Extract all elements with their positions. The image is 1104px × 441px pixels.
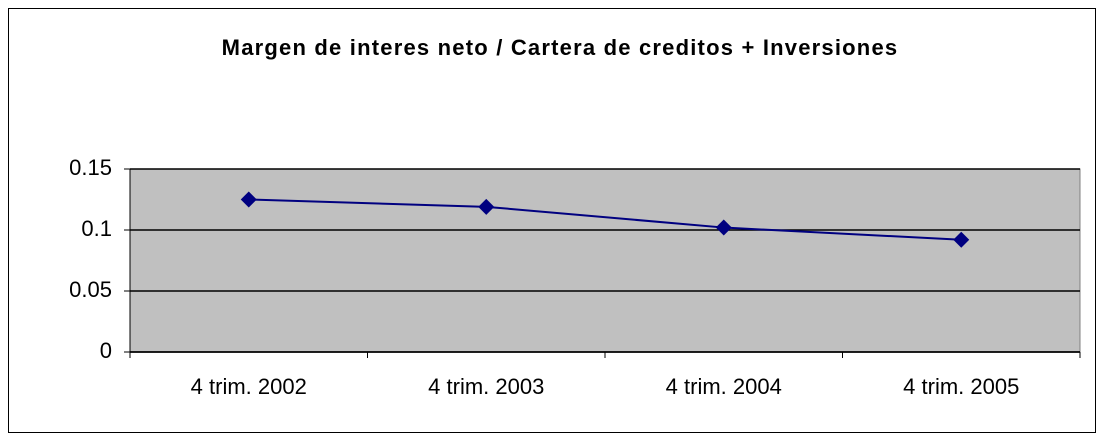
series-line [248,198,962,241]
y-tick-label: 0.15 [69,155,112,180]
x-tick-label: 4 trim. 2003 [428,374,544,399]
marker [715,219,732,236]
marker [478,198,495,215]
x-tick-label: 4 trim. 2002 [191,374,307,399]
x-tick-label: 4 trim. 2004 [666,374,782,399]
x-tick-label: 4 trim. 2005 [903,374,1019,399]
y-tick-label: 0.1 [81,216,112,241]
y-tick-label: 0.05 [69,277,112,302]
chart-title: Margen de interes neto / Cartera de cred… [221,35,899,60]
marker [240,191,257,208]
marker [953,231,970,248]
plot-area [129,168,1081,353]
y-tick-label: 0 [100,338,112,363]
